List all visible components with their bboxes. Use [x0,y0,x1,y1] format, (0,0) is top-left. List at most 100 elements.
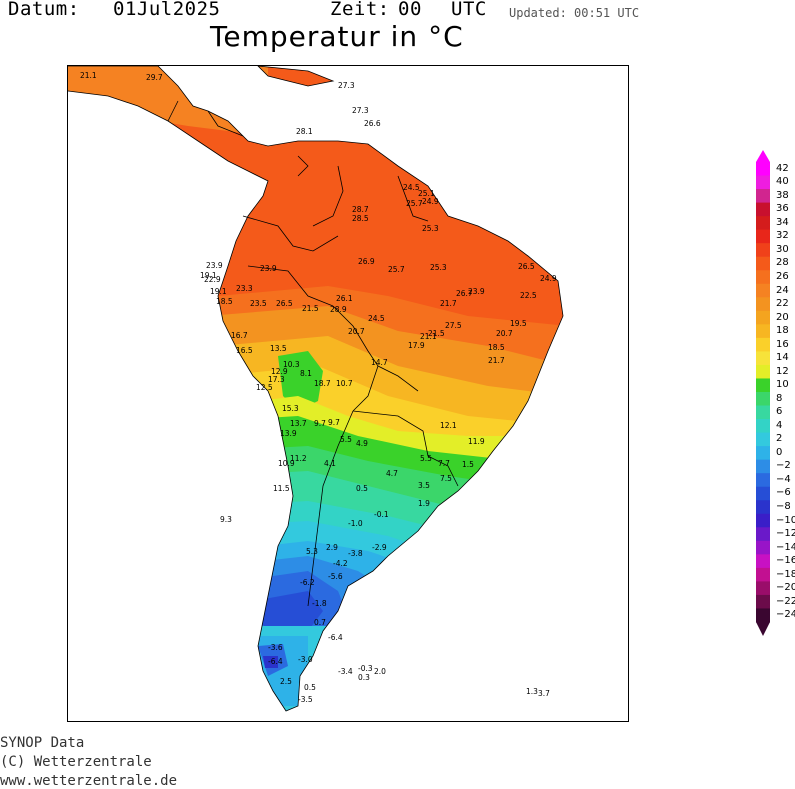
map-svg: 21.1 29.727.327.326.628.124.525.125.7 24.9… [68,66,564,712]
temperature-map: 21.1 29.7 27.3 27.3 26.6 28.1 24.5 25.1 25.7 24.9… [67,65,629,722]
legend-label: 36 [776,203,789,215]
station-temperature: -6.4 [328,633,343,642]
legend-swatch [756,256,770,271]
time-zone: UTC [451,0,487,20]
legend-swatch [756,283,770,298]
legend-swatch [756,202,770,217]
legend-label: 24 [776,284,789,296]
station-temperature: 13.5 [270,344,287,353]
legend-swatch [756,567,770,582]
station-temperature: 8.1 [300,369,312,378]
legend-swatch [756,554,770,569]
station-temperature: -3.6 [268,643,283,652]
legend-label: −24 [776,609,795,621]
legend-swatch [756,459,770,474]
legend-swatch [756,419,770,434]
station-temperature: 11.2 [290,454,307,463]
station-temperature: 5.5 [340,435,352,444]
legend-swatch [756,216,770,231]
legend-label: 18 [776,325,789,337]
station-temperature: 25.7 [406,199,423,208]
legend-max-arrow [756,150,770,162]
legend-label: 10 [776,379,789,391]
station-temperature: 19.5 [510,319,527,328]
station-temperature: 16.7 [231,331,248,340]
station-temperature: 26.5 [518,262,535,271]
legend-swatch [756,581,770,596]
station-temperature: 4.9 [356,439,368,448]
station-temperature: 1.3 [526,687,538,696]
station-temperature: 7.5 [440,474,452,483]
legend-swatch [756,378,770,393]
legend-swatch [756,351,770,366]
station-temperature: 18.5 [216,297,233,306]
station-temperature: 21.1 [420,332,437,341]
station-temperature: 12.9 [271,367,288,376]
legend-swatch [756,594,770,609]
station-temperature: 23.3 [236,284,253,293]
legend-label: −20 [776,582,795,594]
legend-label: 26 [776,271,789,282]
legend-label: 0 [776,446,783,458]
station-temperature: 0.3 [358,673,370,682]
station-temperature: -1.8 [312,599,327,608]
date-value: 01Jul2025 [113,0,221,20]
station-temperature: 24.9 [422,197,439,206]
station-temperature: 23.9 [206,261,223,270]
legend-label: −6 [776,487,791,499]
legend-swatch [756,432,770,447]
legend-label: 38 [776,189,789,201]
legend-label: −14 [776,541,795,553]
legend-swatch [756,513,770,528]
station-temperature: -0.3 [358,664,373,673]
station-temperature: 26.5 [276,299,293,308]
legend-swatch [756,270,770,285]
station-temperature: 3.7 [538,689,550,698]
station-temperature: -0.1 [374,510,389,519]
legend-label: 6 [776,406,783,418]
legend-label: 12 [776,365,789,377]
station-temperature: 1.9 [418,499,430,508]
station-temperature: 24.5 [368,314,385,323]
legend-label: −10 [776,514,795,526]
station-temperature: 19.1 [210,287,227,296]
station-temperature: 28.9 [330,305,347,314]
legend-swatch [756,446,770,461]
legend-swatch [756,500,770,515]
legend-label: 8 [776,392,783,404]
legend-swatch [756,527,770,542]
station-temperature: 22.9 [204,275,221,284]
legend-label: 4 [776,419,783,431]
legend-label: 40 [776,176,789,188]
legend-swatch [756,337,770,352]
station-temperature: 26.9 [358,257,375,266]
station-temperature: 0.5 [304,683,316,692]
legend-label: 30 [776,243,789,255]
station-temperature: 2.0 [374,667,386,676]
legend-label: 20 [776,311,789,323]
station-temperature: 18.7 [314,379,331,388]
station-temperature: -3.4 [338,667,353,676]
date-label: Datum: [8,0,80,20]
legend-min-arrow [756,622,770,636]
station-temperature: 27.3 [352,106,369,115]
legend-swatch [756,310,770,325]
country-borders [68,66,564,712]
legend-label: 28 [776,257,789,269]
time-value: 00 [398,0,422,20]
legend-label: −18 [776,568,795,580]
legend-label: 42 [776,162,789,174]
legend-swatch [756,608,770,623]
legend-swatch [756,324,770,339]
station-temperature: 1.5 [462,460,474,469]
legend-swatch [756,162,770,177]
station-temperature: 0.5 [356,484,368,493]
station-temperature: -4.2 [333,559,348,568]
footer-website: www.wetterzentrale.de [0,773,178,789]
footer-copyright: (C) Wetterzentrale [0,754,152,770]
station-temperature: 20.7 [348,327,365,336]
legend-swatch [756,392,770,407]
station-temperature: 17.9 [408,341,425,350]
station-temperature: 15.3 [282,404,299,413]
legend-label: 16 [776,338,789,350]
